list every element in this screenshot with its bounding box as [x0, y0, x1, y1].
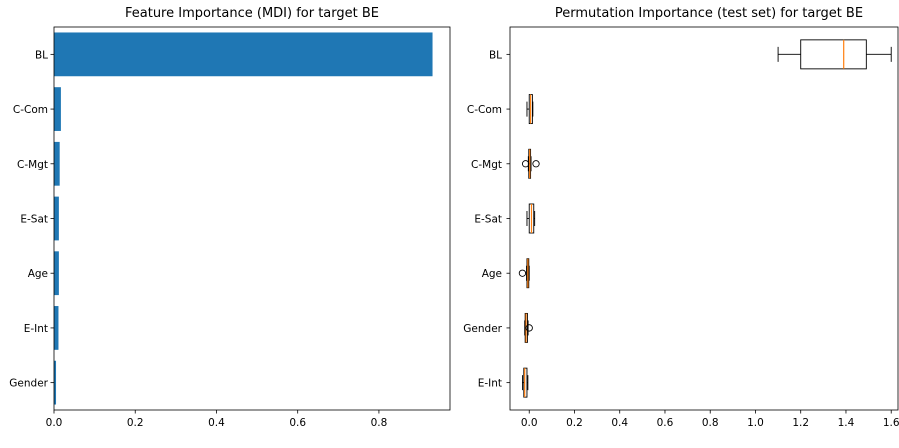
x-tick-label: 1.0 [747, 417, 764, 429]
box-c-mgt [521, 148, 540, 179]
permutation-box-chart: Permutation Importance (test set) for ta… [463, 6, 899, 429]
y-tick-label-c-com: C-Com [467, 104, 502, 116]
x-tick-label: 0.6 [289, 417, 306, 429]
bar-c-com [54, 87, 61, 131]
y-tick-label-e-int: E-Int [478, 378, 502, 390]
box-gender [524, 312, 533, 343]
x-tick-label: 0.4 [611, 417, 628, 429]
bar-c-mgt [54, 141, 60, 186]
bar-e-sat [54, 196, 59, 241]
permutation-chart-title: Permutation Importance (test set) for ta… [555, 6, 863, 21]
box-c-com [526, 94, 534, 125]
y-tick-label-bl: BL [35, 49, 48, 61]
x-tick-label: 0.0 [521, 417, 538, 429]
x-tick-label: 0.2 [566, 417, 583, 429]
outlier-point [532, 160, 540, 168]
y-tick-label-c-com: C-Com [13, 104, 48, 116]
mdi-chart-title: Feature Importance (MDI) for target BE [125, 6, 379, 21]
y-tick-label-e-sat: E-Sat [20, 214, 48, 226]
y-tick-label-age: Age [482, 268, 502, 280]
x-tick-label: 0.4 [208, 417, 225, 429]
outlier-point [521, 160, 530, 168]
y-tick-label-gender: Gender [9, 378, 48, 390]
box-e-sat [526, 203, 536, 234]
box-age [518, 258, 530, 289]
x-tick-label: 1.2 [792, 417, 809, 429]
x-tick-label: 0.8 [371, 417, 388, 429]
mdi-axes-frame [53, 26, 451, 411]
box-bl [777, 39, 892, 70]
permutation-axes-frame [509, 26, 899, 411]
x-tick-label: 0.0 [46, 417, 63, 429]
x-tick-label: 0.8 [702, 417, 719, 429]
y-tick-label-c-mgt: C-Mgt [17, 159, 48, 171]
box-e-int [521, 367, 529, 398]
outlier-point [518, 269, 527, 277]
x-tick-label: 1.4 [838, 417, 855, 429]
y-tick-label-e-sat: E-Sat [474, 214, 502, 226]
iqr-box [800, 39, 867, 70]
y-tick-label-c-mgt: C-Mgt [471, 159, 502, 171]
y-tick-label-age: Age [28, 268, 48, 280]
x-tick-label: 1.6 [883, 417, 899, 429]
y-tick-label-bl: BL [489, 49, 502, 61]
bar-age [54, 251, 59, 296]
bar-bl [54, 32, 433, 77]
mdi-bar-chart: Feature Importance (MDI) for target BE G… [9, 6, 451, 429]
x-tick-label: 0.2 [127, 417, 144, 429]
outlier-point [525, 324, 533, 332]
y-tick-label-gender: Gender [463, 323, 502, 335]
x-tick-label: 0.6 [657, 417, 674, 429]
iqr-box [523, 367, 528, 398]
bar-gender [54, 360, 57, 405]
y-tick-label-e-int: E-Int [24, 323, 48, 335]
bar-e-int [54, 306, 59, 350]
